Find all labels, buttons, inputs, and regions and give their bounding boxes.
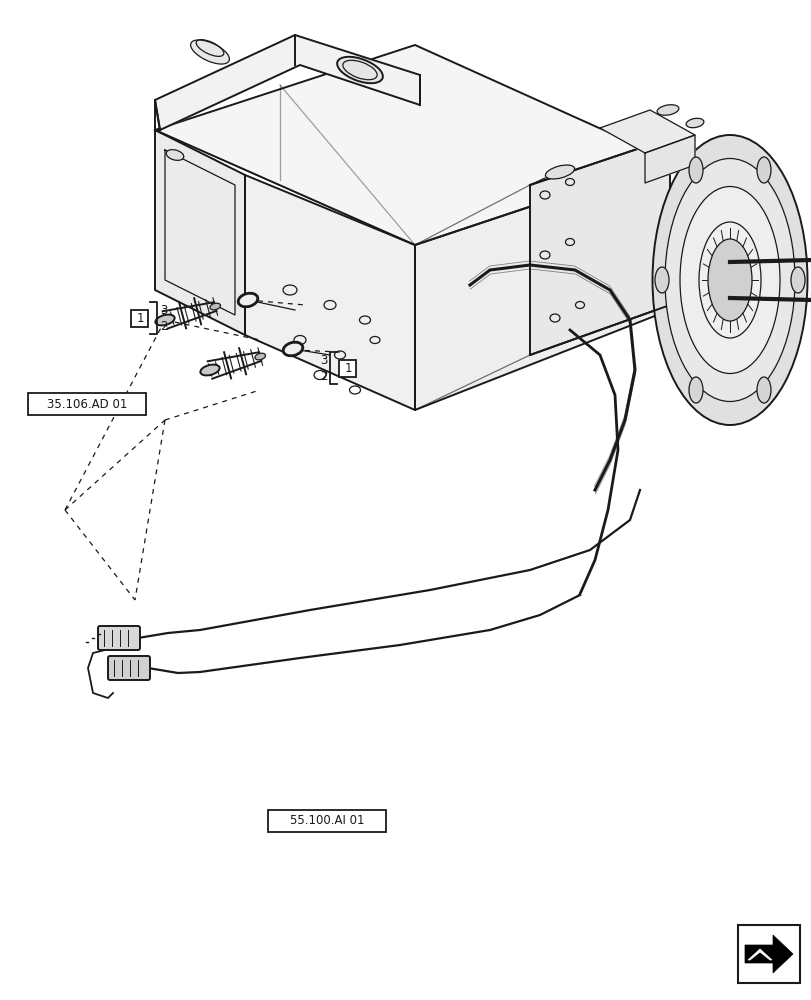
Text: 55.100.AI 01: 55.100.AI 01 bbox=[290, 814, 364, 827]
Text: 1: 1 bbox=[344, 361, 351, 374]
Ellipse shape bbox=[790, 267, 804, 293]
Polygon shape bbox=[245, 175, 414, 410]
Ellipse shape bbox=[337, 57, 383, 83]
Ellipse shape bbox=[166, 150, 183, 160]
Polygon shape bbox=[155, 35, 419, 130]
Ellipse shape bbox=[238, 293, 257, 307]
Text: 2: 2 bbox=[320, 369, 327, 382]
Ellipse shape bbox=[656, 105, 678, 115]
Polygon shape bbox=[530, 138, 669, 355]
Ellipse shape bbox=[210, 303, 221, 310]
Bar bbox=[131, 310, 148, 326]
Ellipse shape bbox=[698, 222, 760, 338]
Polygon shape bbox=[644, 135, 694, 183]
Polygon shape bbox=[747, 949, 771, 960]
Ellipse shape bbox=[664, 158, 794, 401]
Ellipse shape bbox=[689, 377, 702, 403]
Ellipse shape bbox=[200, 365, 220, 375]
Polygon shape bbox=[599, 110, 694, 153]
Polygon shape bbox=[155, 45, 669, 245]
Text: 1: 1 bbox=[136, 312, 144, 324]
Bar bbox=[28, 393, 146, 415]
Bar bbox=[737, 925, 799, 983]
Text: 35.106.AD 01: 35.106.AD 01 bbox=[47, 397, 127, 410]
Polygon shape bbox=[414, 160, 669, 410]
Ellipse shape bbox=[545, 165, 574, 179]
Bar bbox=[339, 360, 356, 376]
Polygon shape bbox=[744, 935, 792, 973]
Ellipse shape bbox=[283, 342, 303, 356]
Text: 2: 2 bbox=[161, 320, 168, 332]
FancyBboxPatch shape bbox=[108, 656, 150, 680]
Ellipse shape bbox=[756, 377, 770, 403]
Text: 3: 3 bbox=[161, 304, 168, 316]
Ellipse shape bbox=[654, 267, 668, 293]
Ellipse shape bbox=[679, 186, 779, 373]
Ellipse shape bbox=[652, 135, 806, 425]
Ellipse shape bbox=[689, 157, 702, 183]
Ellipse shape bbox=[685, 118, 703, 128]
Text: 3: 3 bbox=[320, 354, 327, 366]
Ellipse shape bbox=[756, 157, 770, 183]
Ellipse shape bbox=[707, 239, 751, 321]
Ellipse shape bbox=[191, 40, 230, 64]
FancyBboxPatch shape bbox=[98, 626, 139, 650]
Ellipse shape bbox=[255, 353, 265, 360]
Polygon shape bbox=[155, 130, 245, 335]
Ellipse shape bbox=[155, 315, 174, 325]
Bar bbox=[268, 810, 385, 832]
